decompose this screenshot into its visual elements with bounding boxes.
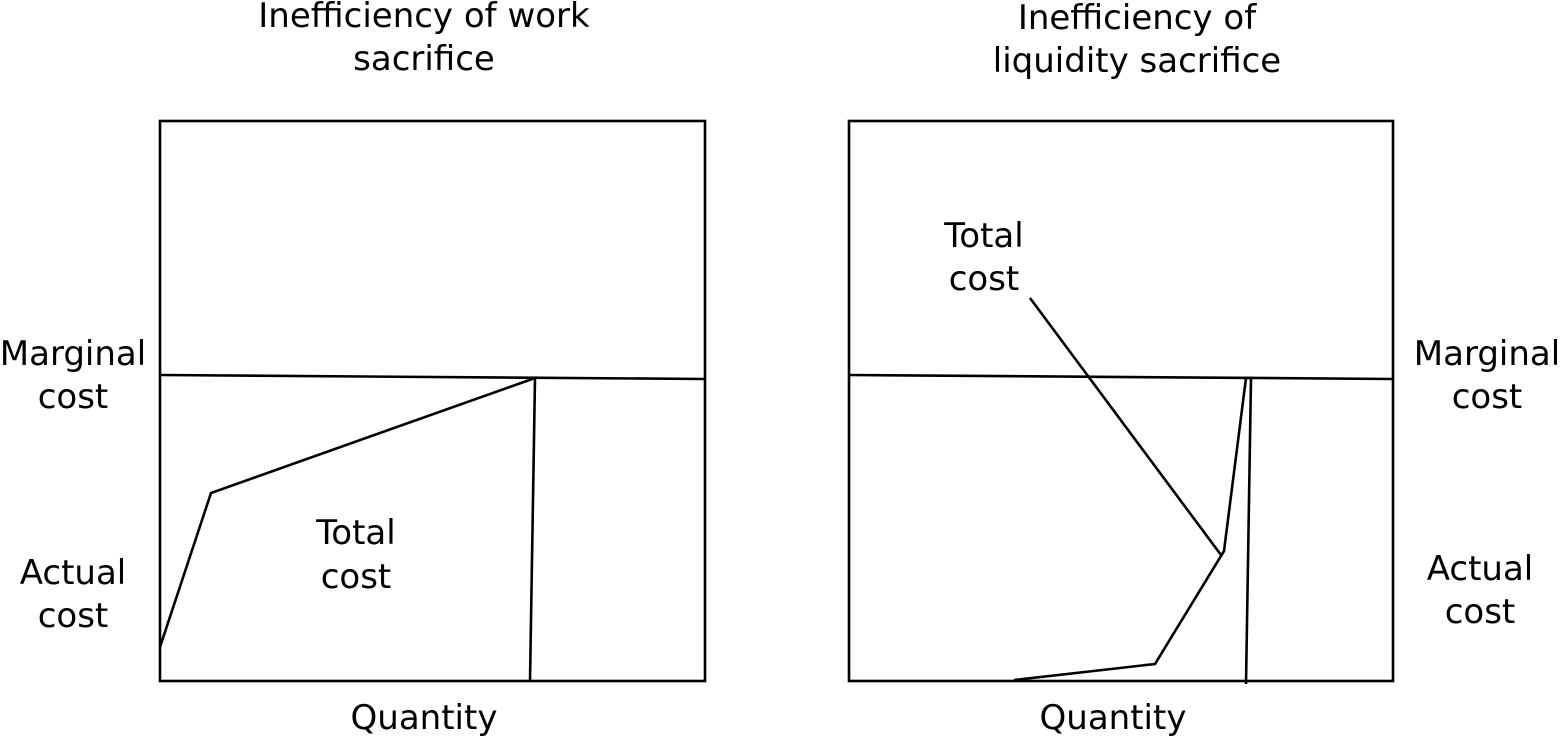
right-title-line-2: liquidity sacrifice (993, 41, 1281, 81)
right-actual-cost-label-line-2: cost (1445, 592, 1516, 632)
left-marginal-cost-label-line-2: cost (38, 377, 109, 417)
left-total-cost-label-line-1: Total (315, 513, 395, 553)
left-title-line-1: Inefficiency of work (258, 0, 590, 36)
right-panel: Inefficiency of liquidity sacrifice Tota… (847, 0, 1560, 736)
left-x-axis-label: Quantity (351, 698, 498, 736)
left-panel: Inefficiency of work sacrifice Marginal … (0, 0, 707, 736)
right-x-axis-label: Quantity (1040, 698, 1187, 736)
right-marginal-cost-label-line-1: Marginal (1414, 334, 1560, 374)
right-plot-frame (847, 119, 1395, 683)
right-title-line-1: Inefficiency of (1018, 0, 1257, 38)
left-title-line-2: sacrifice (353, 39, 495, 79)
left-actual-cost-curve (158, 376, 537, 682)
left-plot-frame (158, 119, 707, 683)
left-marginal-cost-line (159, 373, 706, 381)
right-total-cost-label-line-1: Total (943, 216, 1023, 256)
left-total-cost-label-line-2: cost (321, 557, 392, 597)
right-actual-cost-label-line-1: Actual (1427, 549, 1534, 589)
right-marginal-cost-label-line-2: cost (1452, 377, 1523, 417)
left-actual-cost-label-line-1: Actual (20, 553, 127, 593)
right-actual-cost-curve (1013, 376, 1253, 685)
right-total-cost-pointer-line (1028, 297, 1223, 556)
left-marginal-cost-label-line-1: Marginal (0, 334, 146, 374)
right-marginal-cost-line (848, 373, 1394, 381)
left-actual-cost-label-line-2: cost (38, 596, 109, 636)
right-total-cost-label-line-2: cost (949, 259, 1020, 299)
